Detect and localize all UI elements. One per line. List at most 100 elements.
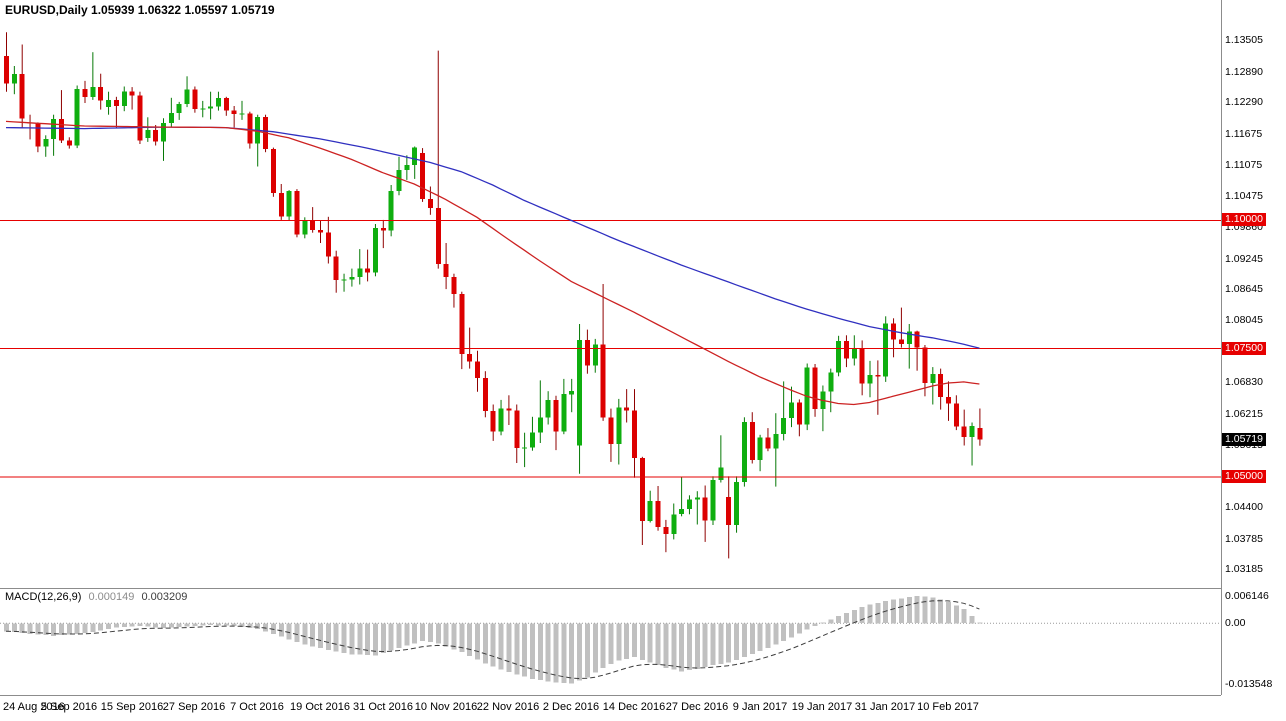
macd-histogram-bar <box>977 622 983 624</box>
macd-histogram-bar <box>435 623 441 644</box>
macd-histogram-bar <box>278 623 284 637</box>
macd-histogram-bar <box>43 623 49 636</box>
macd-histogram-bar <box>192 623 198 626</box>
bear-candle <box>278 193 284 217</box>
macd-histogram-bar <box>451 623 457 650</box>
bear-candle <box>953 403 959 427</box>
bull-candle <box>357 268 363 277</box>
macd-histogram-bar <box>883 601 889 624</box>
bear-candle <box>459 294 465 355</box>
macd-histogram-bar <box>412 623 418 644</box>
macd-histogram-bar <box>694 623 700 670</box>
bull-candle <box>404 165 410 171</box>
bull-candle <box>734 481 739 525</box>
macd-histogram-bar <box>98 623 104 631</box>
macd-histogram-bar <box>11 623 17 633</box>
price-axis-label: 1.08045 <box>1225 314 1263 326</box>
macd-histogram-bar <box>27 623 33 634</box>
macd-histogram-bar <box>113 623 119 628</box>
macd-histogram-bar <box>263 623 269 632</box>
macd-histogram-bar <box>270 623 276 635</box>
bear-candle <box>961 426 967 437</box>
level-price-badge: 1.10000 <box>1222 213 1266 226</box>
macd-histogram-bar <box>286 623 292 640</box>
macd-histogram-bar <box>639 623 645 660</box>
macd-histogram-bar <box>51 623 57 636</box>
macd-histogram-bar <box>796 623 802 634</box>
bull-candle <box>106 99 111 108</box>
bear-candle <box>192 89 198 110</box>
macd-histogram-bar <box>851 609 857 624</box>
macd-histogram-bar <box>773 623 779 645</box>
bull-candle <box>647 500 653 521</box>
macd-histogram-bar <box>74 623 80 634</box>
macd-histogram-bar <box>223 623 229 626</box>
price-axis[interactable]: 1.13505 1.12890 1.12290 1.11675 1.11075 1.104… <box>1222 0 1286 588</box>
bear-candle <box>427 198 433 209</box>
bear-candle <box>333 256 339 280</box>
bull-candle <box>529 432 535 448</box>
macd-axis-label: 0.006146 <box>1225 590 1269 602</box>
price-pane[interactable]: EURUSD,Daily 1.05939 1.06322 1.05597 1.0… <box>0 0 1221 588</box>
time-axis-label: 2 Dec 2016 <box>542 701 600 713</box>
bull-candle <box>781 417 787 435</box>
bull-candle <box>176 104 182 114</box>
bull-candle <box>522 447 528 449</box>
bull-candle <box>90 87 96 97</box>
price-axis-label: 1.03185 <box>1225 563 1263 575</box>
macd-histogram-bar <box>318 623 323 649</box>
macd-histogram-bar <box>475 623 480 660</box>
bear-candle <box>318 230 323 233</box>
bull-candle <box>11 74 17 84</box>
bear-candle <box>231 110 237 115</box>
macd-histogram-bar <box>372 623 378 656</box>
macd-histogram-bar <box>161 623 166 629</box>
chart-title: EURUSD,Daily 1.05939 1.06322 1.05597 1.0… <box>5 3 275 17</box>
macd-histogram-bar <box>828 619 834 624</box>
time-axis[interactable]: 24 Aug 2016 5 Sep 2016 15 Sep 2016 27 Sep 2… <box>0 699 1221 717</box>
price-axis-label: 1.06215 <box>1225 408 1263 420</box>
macd-axis[interactable]: 0.006146 0.00 -0.013548 <box>1222 590 1286 694</box>
price-axis-label: 1.03785 <box>1225 533 1263 545</box>
bear-candle <box>600 344 606 418</box>
macd-histogram-bar <box>930 597 936 624</box>
bear-candle <box>898 339 904 344</box>
macd-histogram-bar <box>82 623 88 634</box>
macd-histogram-bar <box>875 602 881 624</box>
bear-candle <box>270 149 276 194</box>
macd-signal-value: 0.003209 <box>141 591 188 603</box>
bear-candle <box>310 219 316 231</box>
macd-histogram-bar <box>765 623 771 648</box>
bear-candle <box>977 428 983 440</box>
bull-candle <box>145 130 151 138</box>
bull-candle <box>200 108 206 110</box>
macd-histogram-bar <box>734 623 739 660</box>
macd-histogram-bar <box>341 623 347 653</box>
macd-histogram-bar <box>655 623 661 666</box>
macd-histogram-bar <box>459 623 465 653</box>
bear-candle <box>812 367 818 410</box>
bear-candle <box>859 349 865 384</box>
macd-pane[interactable]: MACD(12,26,9) 0.000149 0.003209 <box>0 590 1221 694</box>
time-axis-label: 14 Dec 2016 <box>602 701 666 713</box>
bull-candle <box>341 279 347 281</box>
macd-histogram-bar <box>545 623 551 682</box>
bull-candle <box>286 191 292 217</box>
time-axis-label: 22 Nov 2016 <box>476 701 540 713</box>
macd-histogram-bar <box>310 623 316 647</box>
bull-candle <box>239 113 245 115</box>
price-chart-canvas[interactable] <box>0 0 1221 588</box>
bear-candle <box>938 374 944 397</box>
price-axis-label: 1.04400 <box>1225 501 1263 513</box>
macd-histogram-bar <box>106 623 111 630</box>
bear-candle <box>19 74 25 119</box>
ma-fast-line <box>5 120 980 406</box>
bear-candle <box>247 113 253 144</box>
pane-separator[interactable] <box>0 588 1221 589</box>
macd-histogram-bar <box>577 623 582 681</box>
macd-chart-canvas[interactable] <box>0 590 1221 694</box>
price-axis-label: 1.10475 <box>1225 190 1263 202</box>
bear-candle <box>82 89 88 97</box>
bull-candle <box>773 434 779 449</box>
